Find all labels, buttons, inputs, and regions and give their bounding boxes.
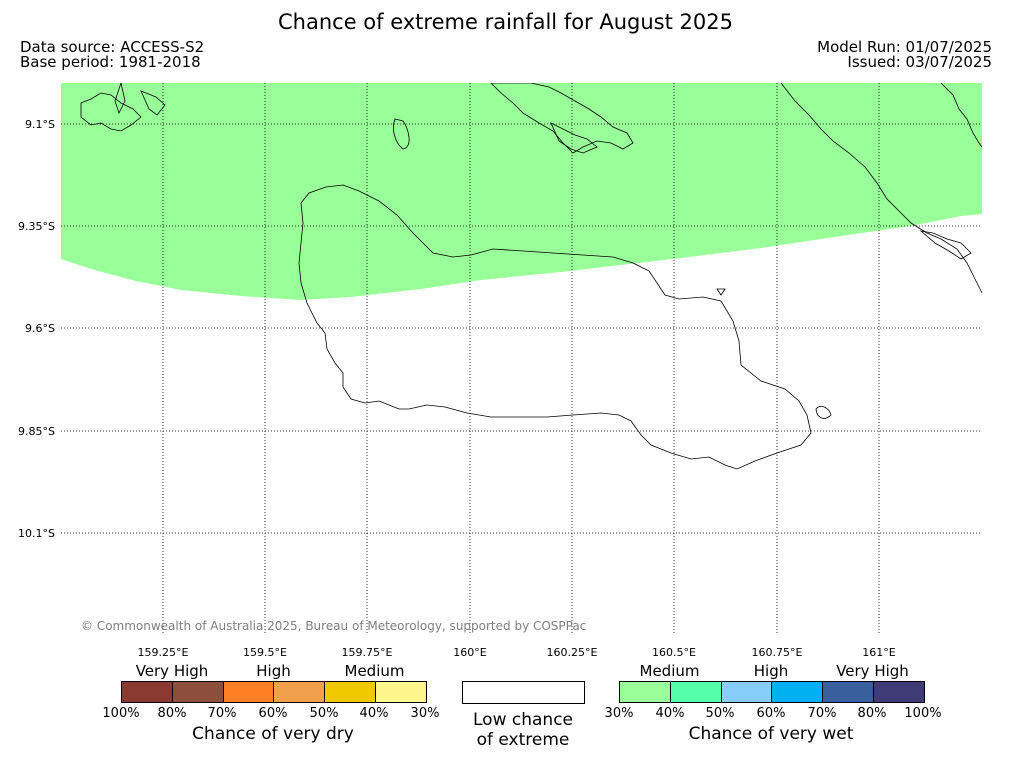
wet-tick: 40%	[655, 706, 685, 721]
dry-tick: 30%	[410, 706, 440, 721]
islet-coast	[393, 118, 410, 150]
islet-coast	[815, 406, 832, 419]
dry-tick: 60%	[258, 706, 288, 721]
run-info: Model Run: 01/07/2025 Issued: 03/07/2025	[817, 40, 992, 70]
issued-text: Issued: 03/07/2025	[847, 53, 992, 71]
lon-label: 160.75°E	[751, 646, 803, 659]
ne-islands-coast	[550, 122, 598, 154]
lon-label: 160.25°E	[546, 646, 598, 659]
nw-coast	[140, 90, 166, 116]
wet-tick: 30%	[604, 706, 634, 721]
low-chance-swatch	[462, 681, 585, 704]
model-run-text: Model Run: 01/07/2025	[817, 38, 992, 56]
dry-category-medium: Medium	[344, 662, 405, 680]
lon-label: 159.25°E	[137, 646, 189, 659]
lat-label: 9.35°S	[18, 220, 55, 233]
base-period-text: Base period: 1981-2018	[20, 53, 201, 71]
wet-chance-area	[61, 83, 982, 300]
wet-tick: 60%	[756, 706, 786, 721]
wet-swatch	[772, 682, 824, 702]
wet-swatch	[823, 682, 875, 702]
lat-label: 10.1°S	[18, 527, 55, 540]
lat-label: 9.85°S	[18, 425, 55, 438]
wet-tick: 80%	[857, 706, 887, 721]
lat-label: 9.1°S	[25, 118, 55, 131]
lon-label: 159.5°E	[243, 646, 287, 659]
dry-colorbar	[121, 681, 427, 703]
dry-category-very-high: Very High	[135, 662, 209, 680]
wet-tick: 100%	[904, 706, 942, 721]
wet-tick: 50%	[705, 706, 735, 721]
wet-swatch	[874, 682, 924, 702]
source-info: Data source: ACCESS-S2 Base period: 1981…	[20, 40, 204, 70]
islet-coast	[716, 288, 726, 296]
dry-swatch	[223, 682, 275, 702]
lon-label: 159.75°E	[341, 646, 393, 659]
ne-coast	[919, 230, 972, 260]
dry-tick: 80%	[157, 706, 187, 721]
wet-category-high: High	[753, 662, 789, 680]
dry-tick: 40%	[359, 706, 389, 721]
data-source-text: Data source: ACCESS-S2	[20, 38, 205, 56]
wet-swatch	[721, 682, 773, 702]
dry-tick: 70%	[207, 706, 237, 721]
low-chance-caption-1: Low chance	[473, 710, 573, 730]
nw-coast	[114, 83, 126, 115]
lat-label: 9.6°S	[25, 322, 55, 335]
wet-category-very-high: Very High	[836, 662, 909, 680]
lon-label: 160.5°E	[652, 646, 696, 659]
ne-islands-coast	[490, 83, 634, 154]
wet-tick: 70%	[807, 706, 837, 721]
wet-colorbar	[619, 681, 925, 703]
dry-swatch	[325, 682, 377, 702]
lon-label: 161°E	[862, 646, 896, 659]
rainfall-map	[61, 83, 982, 635]
dry-swatch	[376, 682, 426, 702]
ne-coast	[940, 83, 982, 148]
map-title: Chance of extreme rainfall for August 20…	[278, 10, 733, 34]
wet-category-medium: Medium	[639, 662, 700, 680]
ne-coast	[780, 83, 982, 294]
wet-swatch	[620, 682, 671, 702]
wet-caption: Chance of very wet	[688, 724, 854, 744]
dry-swatch	[122, 682, 173, 702]
dry-tick: 100%	[102, 706, 140, 721]
coastlines	[80, 83, 982, 470]
dry-tick: 50%	[309, 706, 339, 721]
dry-category-high: High	[256, 662, 291, 680]
dry-caption: Chance of very dry	[192, 724, 354, 744]
main-island-coast	[298, 184, 812, 470]
nw-coast	[80, 92, 142, 132]
dry-swatch	[274, 682, 326, 702]
dry-swatch	[172, 682, 224, 702]
copyright-notice: © Commonwealth of Australia 2025, Bureau…	[81, 619, 587, 633]
low-chance-caption-2: of extreme	[476, 730, 570, 750]
wet-swatch	[670, 682, 722, 702]
lon-label: 160°E	[453, 646, 487, 659]
graticule	[61, 83, 982, 635]
